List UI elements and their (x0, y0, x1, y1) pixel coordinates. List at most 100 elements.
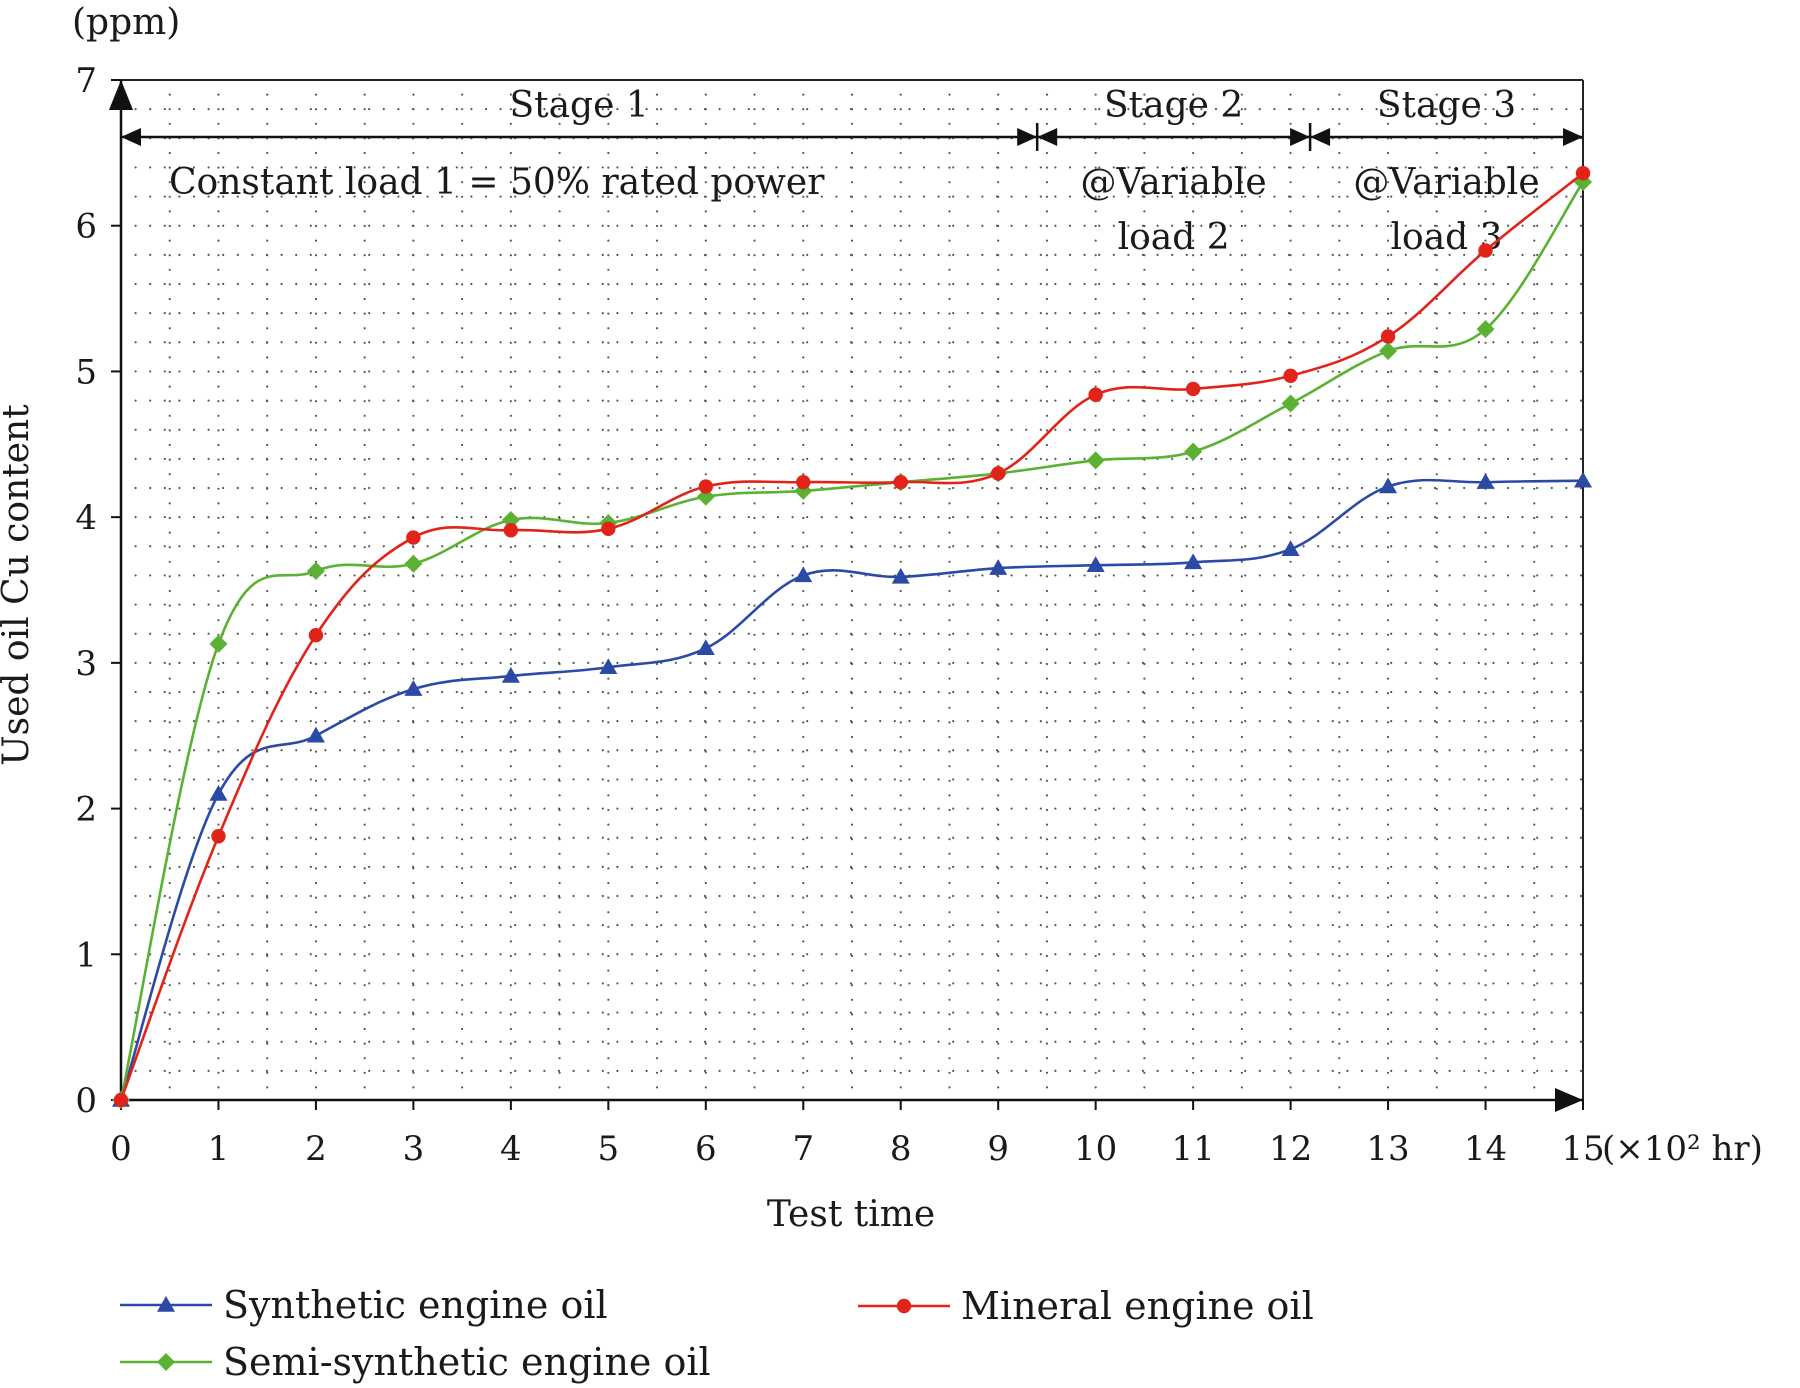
diamond-marker (1379, 342, 1398, 361)
series (112, 166, 1592, 1109)
legend-entry: Synthetic engine oil (120, 1283, 608, 1327)
stage-arrowhead-right (1563, 128, 1583, 146)
circle-marker (896, 1298, 912, 1314)
y-tick-label: 5 (75, 352, 97, 392)
x-unit-label: (×10² hr) (1602, 1129, 1763, 1169)
stage-note: Constant load 1 = 50% rated power (169, 162, 825, 203)
x-axis-arrow (1555, 1088, 1583, 1112)
circle-marker (601, 521, 616, 536)
y-axis-arrow (109, 80, 133, 110)
y-tick-label: 4 (75, 498, 97, 538)
series-synthetic-engine-oil (112, 471, 1592, 1107)
y-tick-label: 0 (75, 1081, 97, 1121)
series-line (119, 181, 1585, 1101)
triangle-marker (1476, 473, 1495, 489)
stage-note: @Variable (1353, 162, 1539, 203)
stage-note: @Variable (1081, 162, 1267, 203)
x-tick-label: 14 (1464, 1129, 1507, 1169)
y-tick-label: 6 (75, 207, 97, 247)
x-tick-label: 15 (1561, 1129, 1604, 1169)
circle-marker (1283, 368, 1298, 383)
circle-marker (113, 1092, 129, 1108)
axes: (ppm) Used oil Cu content Test time (×10… (0, 2, 1763, 1235)
stage-arrowhead-left (121, 128, 141, 146)
circle-marker (308, 627, 324, 643)
x-tick-label: 13 (1366, 1129, 1409, 1169)
circle-marker (1380, 329, 1396, 344)
diamond-marker (696, 487, 715, 506)
triangle-marker (891, 567, 910, 584)
stage-annotations: Stage 1 Constant load 1 = 50% rated power… (121, 85, 1583, 258)
stage-label: Stage 2 (1104, 85, 1243, 126)
x-tick-label: 12 (1269, 1129, 1312, 1169)
circle-marker (1478, 243, 1493, 258)
triangle-marker (157, 1296, 175, 1312)
circle-marker (991, 466, 1006, 481)
circle-marker (503, 523, 519, 538)
legend: Synthetic engine oil Mineral engine oil Se… (120, 1283, 1314, 1384)
legend-entry: Semi-synthetic engine oil (120, 1340, 711, 1384)
triangle-marker (501, 666, 520, 683)
stage-label: Stage 3 (1377, 85, 1516, 126)
legend-label: Mineral engine oil (961, 1284, 1314, 1328)
triangle-marker (794, 566, 813, 583)
series-mineral-engine-oil (113, 166, 1591, 1108)
y-tick-label: 1 (75, 935, 97, 975)
stage-arrowhead-left (1310, 128, 1331, 146)
x-tick-label: 3 (403, 1129, 425, 1169)
x-tick-label: 4 (500, 1129, 522, 1169)
triangle-marker (1086, 556, 1105, 572)
circle-marker (796, 474, 811, 490)
x-tick-label: 11 (1172, 1129, 1215, 1169)
legend-entry: Mineral engine oil (858, 1284, 1314, 1328)
diamond-marker (306, 562, 325, 581)
x-tick-label: 7 (792, 1129, 814, 1169)
circle-marker (893, 474, 908, 490)
triangle-marker (599, 658, 618, 674)
series-line (119, 478, 1584, 1101)
triangle-marker (306, 726, 325, 743)
circle-marker (1088, 387, 1103, 402)
diamond-marker (1281, 394, 1300, 413)
x-tick-label: 8 (890, 1129, 912, 1169)
y-tick-label: 7 (75, 61, 97, 101)
circle-marker (1185, 381, 1201, 397)
diamond-marker (1086, 451, 1105, 470)
triangle-marker (404, 680, 423, 696)
diamond-marker (1184, 442, 1203, 461)
dotted-grid (119, 78, 1585, 1102)
y-unit-label: (ppm) (72, 2, 180, 43)
triangle-marker (1574, 471, 1592, 488)
x-tick-label: 6 (695, 1129, 717, 1169)
diamond-marker (501, 511, 520, 530)
circle-marker (211, 829, 226, 844)
x-tick-label: 10 (1074, 1129, 1117, 1169)
diamond-marker (209, 634, 228, 653)
circle-marker (1575, 166, 1591, 181)
diamond-marker (1476, 320, 1495, 339)
triangle-marker (1184, 553, 1203, 570)
x-axis-title: Test time (767, 1194, 935, 1235)
circle-marker (406, 530, 421, 545)
stage-arrowhead-left (1037, 128, 1058, 146)
diamond-marker (157, 1353, 175, 1371)
triangle-marker (209, 785, 228, 801)
series-line (119, 172, 1584, 1101)
y-tick-label: 2 (75, 790, 97, 830)
triangle-marker (1281, 540, 1300, 556)
y-tick-label: 3 (75, 644, 97, 684)
legend-label: Semi-synthetic engine oil (223, 1340, 711, 1384)
legend-label: Synthetic engine oil (223, 1283, 608, 1327)
triangle-marker (696, 639, 715, 656)
y-axis-title: Used oil Cu content (0, 404, 37, 766)
stage-label: Stage 1 (509, 85, 648, 126)
x-tick-label: 2 (305, 1129, 327, 1169)
circle-marker (698, 479, 713, 494)
x-tick-label: 1 (208, 1129, 230, 1169)
triangle-marker (989, 559, 1008, 575)
x-tick-label: 0 (110, 1129, 132, 1169)
stage-arrowhead-right (1290, 128, 1311, 146)
stage-note: load 2 (1118, 217, 1230, 258)
stage-arrowhead-right (1017, 128, 1038, 146)
